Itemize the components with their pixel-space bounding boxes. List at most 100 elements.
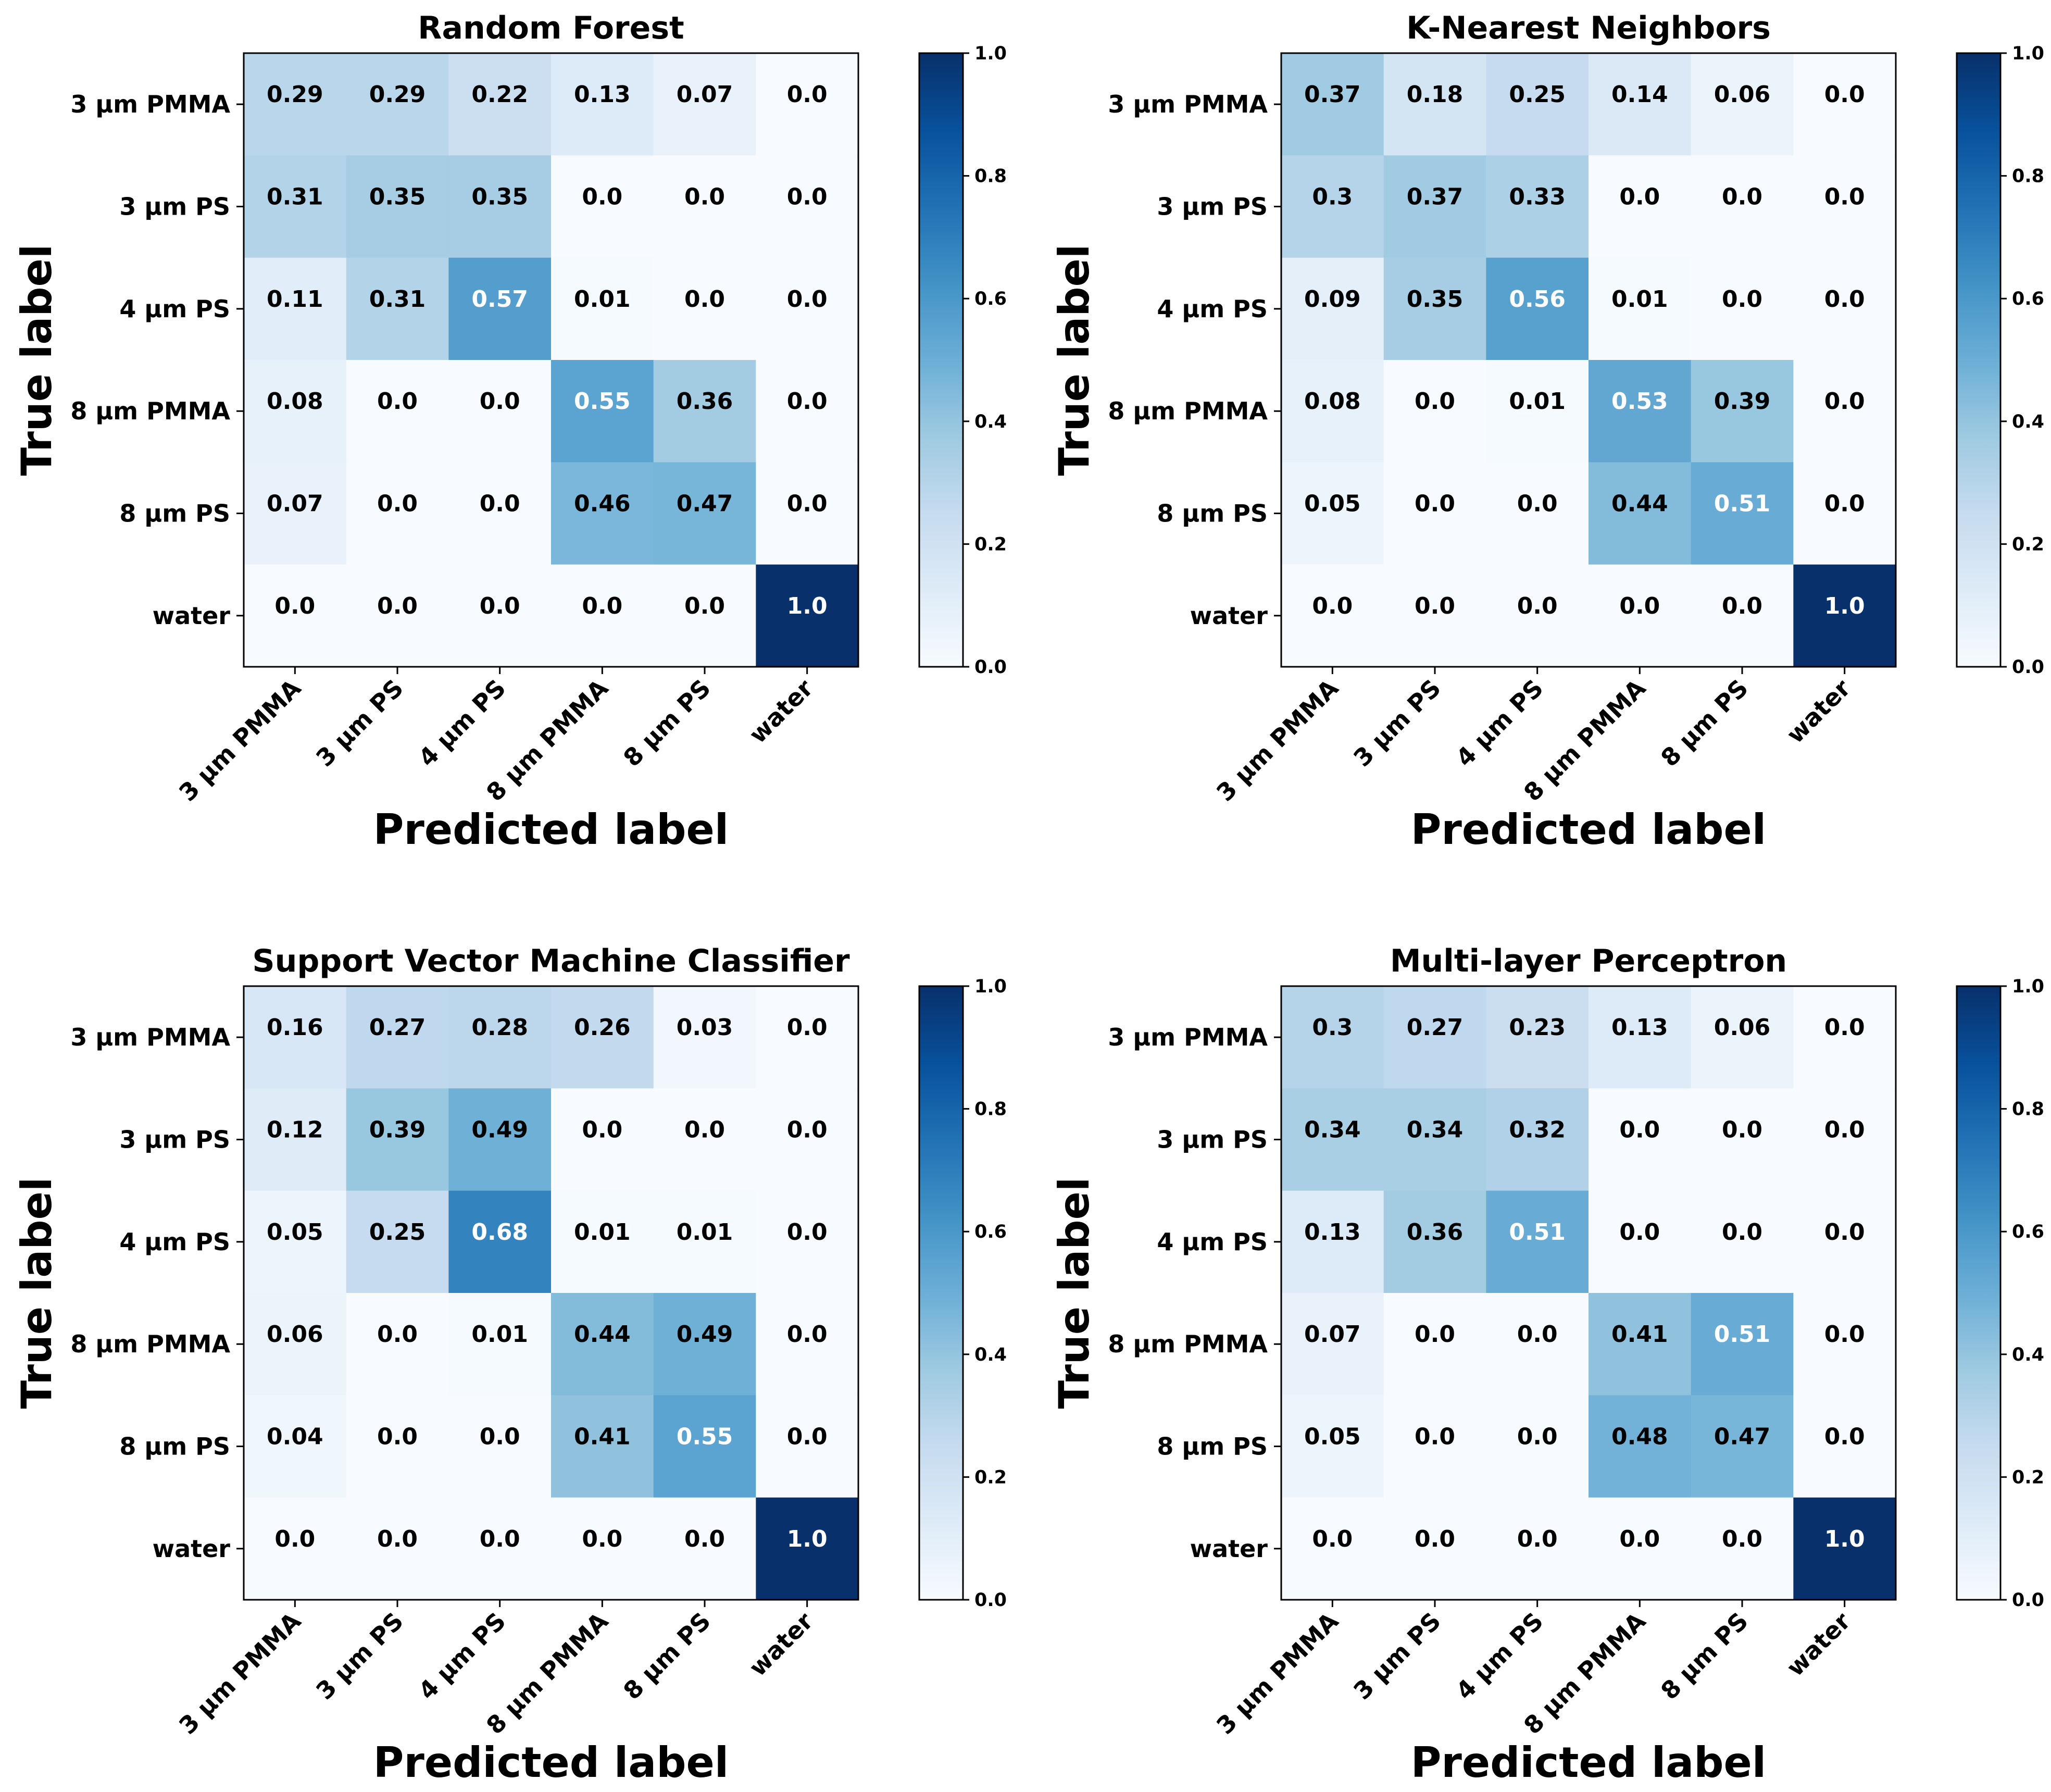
y-tick-label: water	[153, 1535, 231, 1563]
colorbar-tick-label: 0.8	[974, 166, 1007, 187]
y-tick-label: 3 μm PS	[119, 1126, 230, 1154]
x-tick-label: 3 μm PS	[310, 1607, 409, 1706]
cell-value-label: 0.0	[1415, 1424, 1455, 1450]
heatmap-cell	[346, 1395, 449, 1498]
cell-value-label: 0.33	[1509, 184, 1566, 210]
confusion-matrix-panel-support-vector-machine-classifier: 0.16 0.27 0.28 0.26 0.03 0.0 0.12 0.39 0.49 0.0 0.…	[12, 943, 1007, 1787]
heatmap-cell	[448, 1293, 552, 1396]
x-tick-label: 4 μm PS	[1450, 1607, 1549, 1706]
cell-value-label: 0.0	[1824, 81, 1865, 108]
heatmap-cell	[1486, 462, 1589, 565]
cell-value-label: 0.0	[684, 184, 725, 210]
heatmap-cell	[1383, 155, 1486, 258]
x-tick-label: 4 μm PS	[413, 1607, 511, 1706]
heatmap-cell	[551, 1190, 654, 1293]
y-tick-label: 3 μm PMMA	[70, 1023, 230, 1051]
colorbar	[918, 52, 964, 668]
cell-value-label: 0.01	[574, 286, 631, 313]
heatmap-cell	[1281, 1497, 1384, 1600]
colorbar-tick-label: 0.0	[2012, 1590, 2044, 1611]
cell-value-label: 0.05	[1304, 491, 1361, 517]
cell-value-label: 0.13	[1304, 1219, 1361, 1246]
heatmap-cell	[653, 1293, 756, 1396]
plot-frame	[243, 52, 859, 668]
heatmap-cell	[653, 1497, 756, 1600]
x-tick-label: 8 μm PS	[1655, 674, 1754, 773]
cell-value-label: 0.06	[267, 1321, 323, 1348]
cell-value-label: 0.0	[787, 1117, 828, 1143]
colorbar-tick-label: 0.6	[974, 289, 1007, 309]
heatmap-cell	[346, 1497, 449, 1600]
heatmap-cell	[756, 1088, 859, 1191]
cell-value-label: 0.44	[1611, 491, 1668, 517]
colorbar-tick-label: 0.2	[2012, 1467, 2044, 1488]
heatmap-cell	[551, 1088, 654, 1191]
heatmap-cell	[551, 1395, 654, 1498]
heatmap-cell	[1691, 1395, 1794, 1498]
cell-value-label: 0.39	[369, 1117, 426, 1143]
cell-value-label: 0.0	[377, 593, 418, 619]
heatmap-cell	[1486, 1088, 1589, 1191]
cell-value-label: 0.49	[677, 1321, 733, 1348]
cell-value-label: 0.08	[267, 388, 323, 415]
colorbar-tick-label: 0.0	[974, 1590, 1007, 1611]
colorbar-tick-label: 0.4	[2012, 412, 2044, 432]
cell-value-label: 0.01	[1611, 286, 1668, 313]
heatmap-cell	[653, 1395, 756, 1498]
heatmap-cell	[1793, 53, 1896, 156]
cell-value-label: 0.0	[684, 286, 725, 313]
heatmap-cell	[1589, 257, 1692, 360]
heatmap-cell	[1281, 1395, 1384, 1498]
cell-value-label: 0.0	[1824, 1014, 1865, 1041]
heatmap-cell	[551, 1497, 654, 1600]
cell-value-label: 0.68	[471, 1219, 528, 1246]
cell-value-label: 0.0	[480, 1424, 520, 1450]
heatmap-cell	[1383, 986, 1486, 1089]
cell-value-label: 0.0	[480, 593, 520, 619]
heatmap-cell	[448, 1395, 552, 1498]
panel-title: Random Forest	[418, 10, 684, 46]
cell-value-label: 0.37	[1304, 81, 1361, 108]
cell-value-label: 0.12	[267, 1117, 323, 1143]
y-tick-label: water	[153, 602, 231, 630]
x-tick-label: 8 μm PS	[618, 1607, 716, 1706]
heatmap-cell	[1691, 360, 1794, 463]
heatmap-cell	[244, 986, 347, 1089]
heatmap-cell	[448, 53, 552, 156]
heatmap-cell	[1281, 1190, 1384, 1293]
cell-value-label: 0.51	[1714, 491, 1771, 517]
y-tick-label: 4 μm PS	[1157, 295, 1268, 323]
heatmap-cell	[244, 462, 347, 565]
colorbar-tick-label: 0.4	[974, 1345, 1007, 1365]
heatmap-cell	[448, 155, 552, 258]
heatmap-cell	[1281, 1088, 1384, 1191]
heatmap-cell	[1281, 155, 1384, 258]
cell-value-label: 0.47	[677, 491, 733, 517]
colorbar-tick-label: 0.8	[2012, 1099, 2044, 1120]
y-tick-label: 8 μm PS	[1157, 500, 1268, 528]
heatmap-cell	[756, 1497, 859, 1600]
heatmap-cell	[1691, 1497, 1794, 1600]
cell-value-label: 0.34	[1407, 1117, 1464, 1143]
heatmap-cell	[1383, 257, 1486, 360]
heatmap-cell	[653, 360, 756, 463]
y-tick-label: 8 μm PMMA	[70, 1330, 230, 1358]
y-tick-label: 8 μm PS	[119, 500, 230, 528]
cell-value-label: 0.0	[1415, 593, 1455, 619]
cell-value-label: 0.27	[369, 1014, 426, 1041]
y-tick-label: 4 μm PS	[119, 295, 230, 323]
cell-value-label: 0.49	[471, 1117, 528, 1143]
colorbar-tick-label: 0.0	[974, 657, 1007, 678]
heatmap-cell	[1589, 1293, 1692, 1396]
heatmap-cell	[1793, 155, 1896, 258]
heatmap-cell	[653, 564, 756, 667]
cell-value-label: 0.51	[1509, 1219, 1566, 1246]
cell-value-label: 0.0	[582, 184, 622, 210]
heatmap-cell	[244, 257, 347, 360]
cell-value-label: 1.0	[787, 1526, 828, 1552]
heatmap-cell	[1486, 1395, 1589, 1498]
cell-value-label: 0.0	[1824, 286, 1865, 313]
colorbar-tick-label: 1.0	[974, 43, 1007, 64]
cell-value-label: 0.0	[787, 1219, 828, 1246]
heatmap-cell	[1793, 1395, 1896, 1498]
